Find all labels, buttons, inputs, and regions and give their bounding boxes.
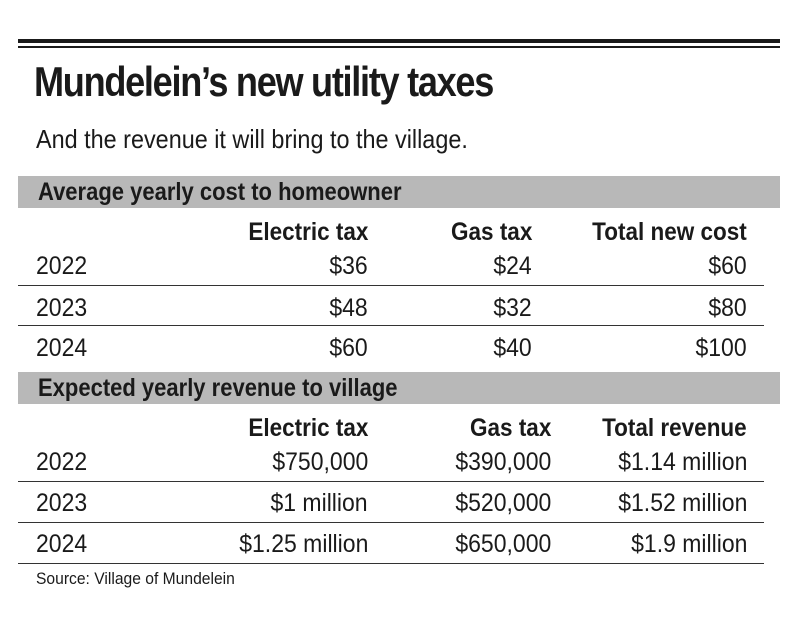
top-rule-thin (18, 46, 780, 48)
top-rule-thick (18, 39, 780, 43)
cell-total: $80 (708, 294, 747, 322)
column-header-electric: Electric tax (247, 218, 368, 246)
cell-total: $1.9 million (630, 530, 747, 558)
cell-gas: $40 (493, 334, 532, 362)
cell-electric: $750,000 (272, 448, 368, 476)
row-divider (18, 481, 764, 482)
row-divider (18, 285, 764, 286)
section-heading-revenue: Expected yearly revenue to village (38, 374, 398, 402)
cell-electric: $60 (329, 334, 368, 362)
row-year: 2022 (36, 448, 88, 476)
cell-gas: $650,000 (455, 530, 551, 558)
row-year: 2023 (36, 489, 88, 517)
column-header-gas: Gas tax (450, 218, 532, 246)
row-year: 2024 (36, 530, 88, 558)
cell-gas: $520,000 (455, 489, 551, 517)
page-subtitle: And the revenue it will bring to the vil… (36, 124, 468, 154)
section-heading-cost: Average yearly cost to homeowner (38, 178, 402, 206)
column-header-total: Total revenue (602, 414, 747, 442)
page-title: Mundelein’s new utility taxes (34, 58, 494, 105)
row-year: 2024 (36, 334, 88, 362)
cell-electric: $1 million (270, 489, 368, 517)
section-bar-revenue: Expected yearly revenue to village (18, 372, 780, 404)
column-header-total: Total new cost (592, 218, 747, 246)
row-year: 2022 (36, 252, 88, 280)
cell-gas: $390,000 (455, 448, 551, 476)
row-divider (18, 522, 764, 523)
cell-total: $100 (695, 334, 747, 362)
cell-total: $60 (708, 252, 747, 280)
row-divider (18, 563, 764, 564)
row-year: 2023 (36, 294, 88, 322)
cell-gas: $32 (493, 294, 532, 322)
section-bar-cost: Average yearly cost to homeowner (18, 176, 780, 208)
cell-total: $1.52 million (617, 489, 747, 517)
cell-electric: $1.25 million (238, 530, 368, 558)
column-header-electric: Electric tax (247, 414, 368, 442)
row-divider (18, 325, 764, 326)
column-header-gas: Gas tax (469, 414, 551, 442)
cell-electric: $36 (329, 252, 368, 280)
cell-total: $1.14 million (617, 448, 747, 476)
source-note: Source: Village of Mundelein (36, 569, 235, 588)
cell-electric: $48 (329, 294, 368, 322)
cell-gas: $24 (493, 252, 532, 280)
